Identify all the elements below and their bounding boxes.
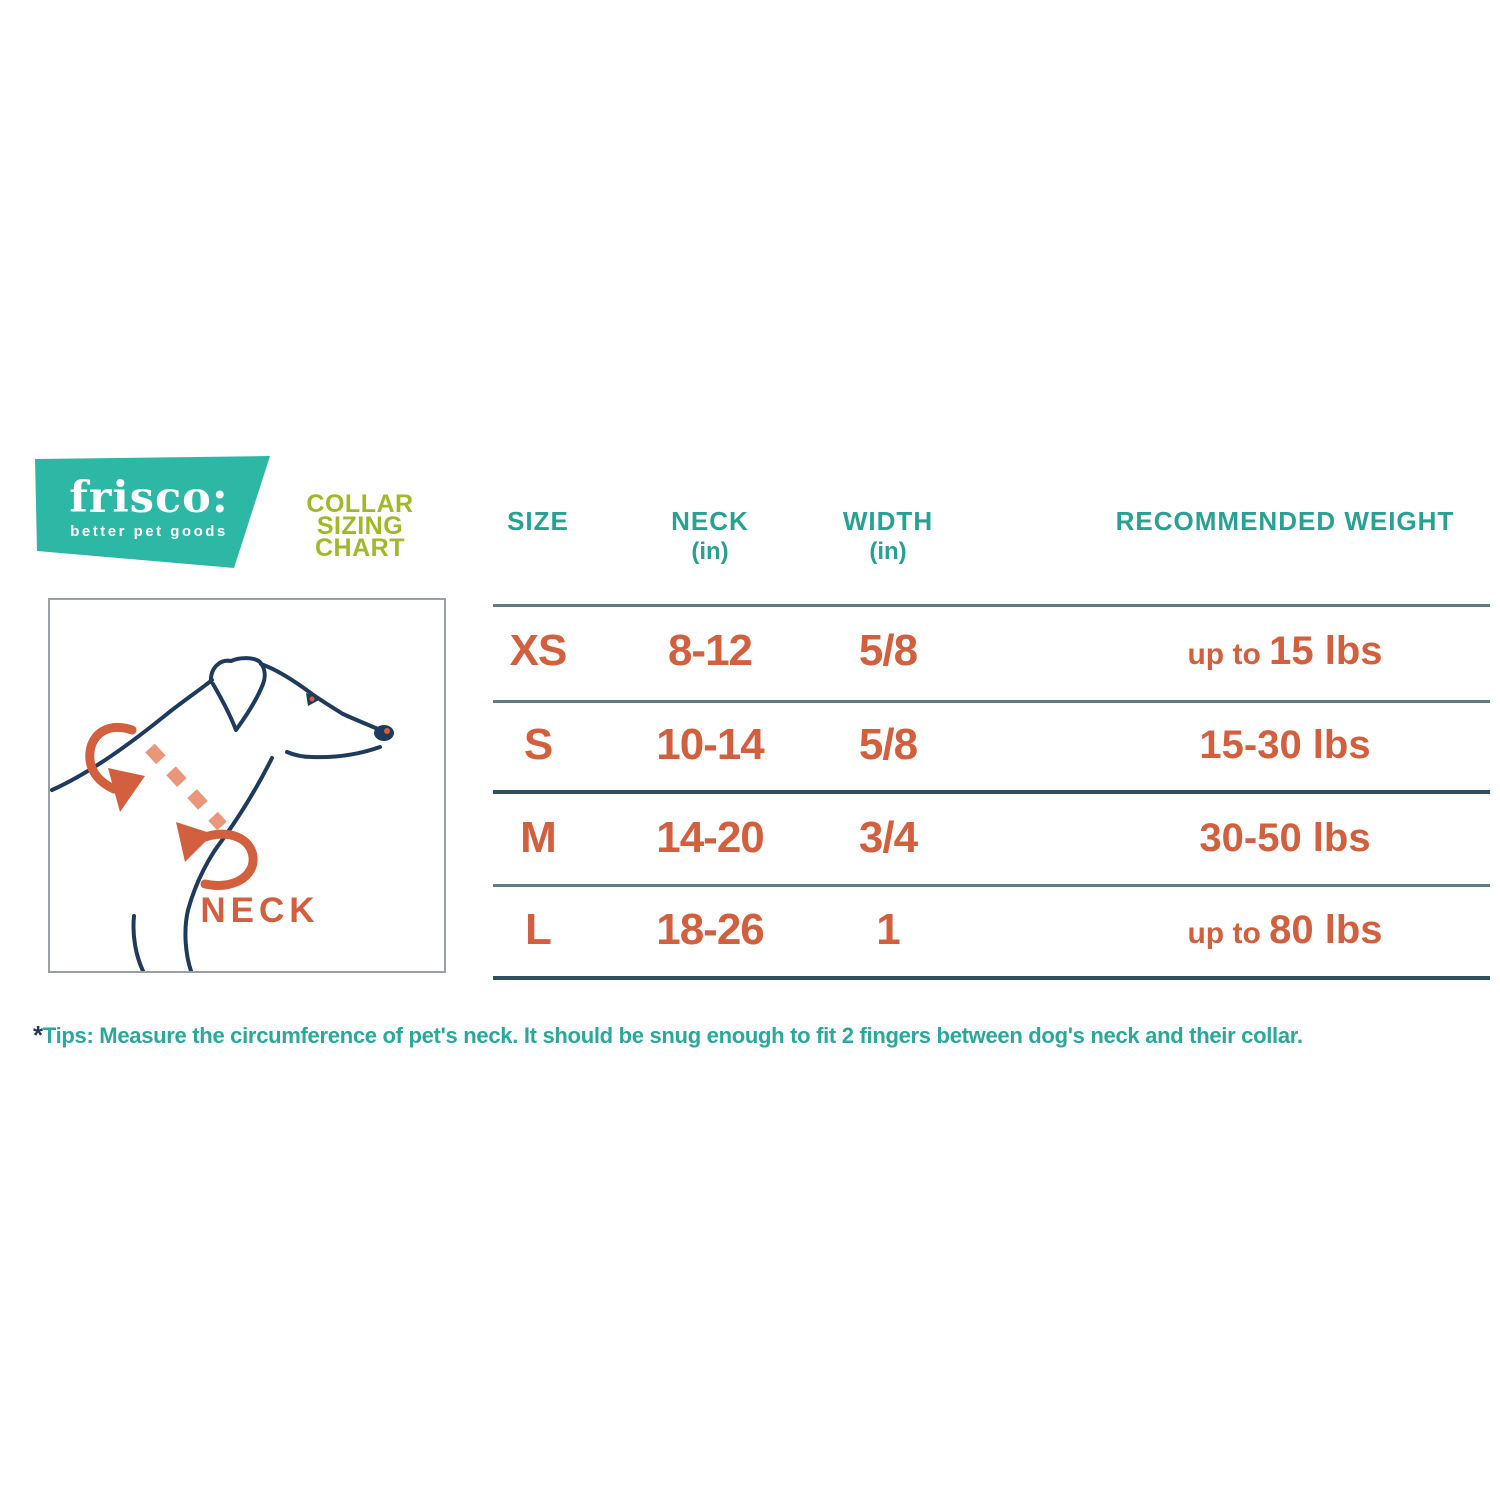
measure-arrow-lower (197, 829, 258, 890)
frisco-logo-banner: frisco: better pet goods (35, 456, 270, 568)
chart-title-line1: COLLAR (306, 490, 414, 518)
table-rule (493, 700, 1490, 703)
size-cell: XS (509, 626, 568, 675)
dog-ear (208, 656, 267, 732)
weight-value: 80 lbs (1269, 908, 1383, 952)
width-cell: 3/4 (858, 813, 918, 862)
width-cell: 5/8 (858, 626, 918, 675)
dog-head-top (259, 662, 389, 735)
neck-cell: 14-20 (656, 813, 765, 862)
dog-neck-front (183, 756, 274, 973)
header-size-label: SIZE (507, 506, 569, 536)
dog-chest-line (131, 914, 145, 973)
size-cell: M (520, 813, 557, 862)
neck-cell: 8-12 (667, 626, 753, 675)
tips-asterisk: * (33, 1020, 43, 1050)
header-recommended-weight-label: RECOMMENDED WEIGHT (1115, 506, 1455, 536)
weight-cell: up to 80 lbs (1090, 900, 1480, 960)
brand-tagline: better pet goods (70, 523, 228, 540)
header-recommended-weight: RECOMMENDED WEIGHT (1090, 508, 1480, 534)
measure-arrow-upper-head (108, 768, 145, 812)
header-width-unit: (in) (869, 538, 907, 565)
measure-arrow-lower-head (176, 822, 213, 862)
neck-measurement-illustration: NECK (48, 598, 446, 973)
header-size: SIZE (483, 508, 593, 534)
table-rule (493, 790, 1490, 794)
weight-value: 15 lbs (1269, 629, 1383, 673)
dog-nose (374, 725, 394, 741)
table-rule (493, 976, 1490, 980)
tips-text: *Tips: Measure the circumference of pet'… (33, 1020, 1483, 1051)
dog-drawing: NECK (50, 656, 394, 973)
brand-name: frisco: (69, 473, 229, 523)
dog-jaw (285, 745, 382, 760)
weight-prefix: up to (1187, 638, 1270, 671)
table-rule (493, 884, 1490, 887)
weight-prefix: up to (1187, 917, 1270, 950)
header-neck-unit: (in) (691, 538, 729, 565)
size-cell: L (525, 905, 552, 954)
header-neck-label: NECK (671, 506, 749, 536)
header-width: WIDTH (in) (808, 508, 968, 565)
neck-cell: 18-26 (656, 905, 765, 954)
collar-dashed-line (145, 743, 227, 831)
size-cell: S (523, 720, 553, 769)
chart-title-line2: SIZING CHART (315, 512, 405, 562)
dog-eye-highlight (309, 696, 315, 702)
table-rule (493, 604, 1490, 607)
header-neck: NECK (in) (630, 508, 790, 565)
weight-cell: 30-50 lbs (1090, 808, 1480, 868)
header-width-label: WIDTH (842, 506, 934, 536)
measure-arrow-upper (85, 723, 137, 794)
width-cell: 1 (876, 905, 900, 954)
weight-value: 30-50 lbs (1199, 816, 1371, 860)
neck-label: NECK (200, 891, 319, 930)
width-cell: 5/8 (858, 720, 918, 769)
dog-nose-highlight (384, 728, 390, 734)
tips-body: Tips: Measure the circumference of pet's… (42, 1023, 1303, 1048)
neck-cell: 10-14 (656, 720, 765, 769)
chart-title: COLLAR SIZING CHART (270, 490, 450, 562)
weight-cell: 15-30 lbs (1090, 715, 1480, 775)
dog-back-line (50, 678, 214, 792)
frisco-logo: frisco: better pet goods (38, 476, 260, 540)
weight-cell: up to 15 lbs (1090, 621, 1480, 681)
weight-value: 15-30 lbs (1199, 723, 1371, 767)
